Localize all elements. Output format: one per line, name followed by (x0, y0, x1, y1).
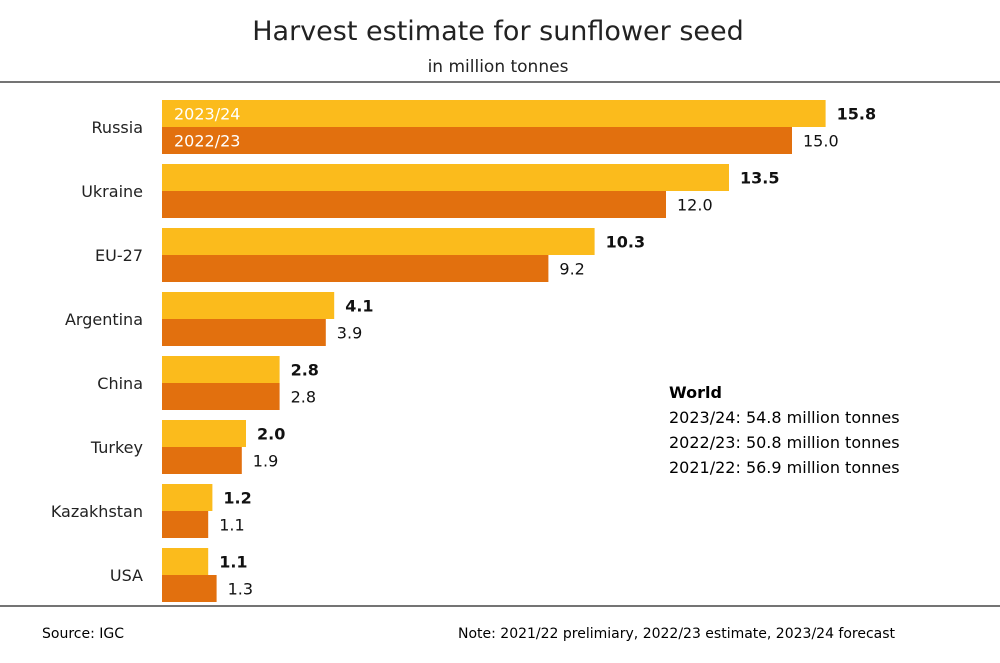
data-label: 1.2 (223, 489, 251, 508)
data-label: 15.0 (803, 132, 839, 151)
data-label: 4.1 (345, 297, 373, 316)
bar-2022-23 (162, 127, 792, 154)
data-label: 1.1 (219, 553, 247, 572)
legend-label: 2022/23 (174, 132, 240, 151)
chart-subtitle: in million tonnes (428, 57, 569, 77)
data-label: 10.3 (606, 233, 645, 252)
category-label: Kazakhstan (51, 502, 143, 521)
category-label: China (97, 374, 143, 393)
data-label: 13.5 (740, 169, 779, 188)
category-label: EU-27 (95, 246, 143, 265)
bar-2023-24 (162, 484, 213, 511)
world-heading: World (669, 383, 722, 402)
bar-2023-24 (162, 420, 246, 447)
bar-2023-24 (162, 228, 595, 255)
world-line: 2023/24: 54.8 million tonnes (669, 408, 900, 427)
category-label: Ukraine (81, 182, 143, 201)
category-label: Turkey (90, 438, 143, 457)
source-text: Source: IGC (42, 626, 124, 642)
bar-2023-24 (162, 164, 729, 191)
bar-2023-24 (162, 292, 335, 319)
data-label: 2.8 (291, 388, 316, 407)
bar-2022-23 (162, 255, 549, 282)
category-label: Argentina (65, 310, 143, 329)
note-text: Note: 2021/22 prelimiary, 2022/23 estima… (458, 626, 896, 642)
bar-2023-24 (162, 100, 826, 127)
legend-label: 2023/24 (174, 105, 240, 124)
data-label: 15.8 (837, 105, 876, 124)
bar-2023-24 (162, 548, 209, 575)
data-label: 1.1 (219, 516, 244, 535)
data-label: 3.9 (337, 324, 362, 343)
bar-2022-23 (162, 383, 280, 410)
bar-2022-23 (162, 191, 666, 218)
data-label: 2.8 (291, 361, 319, 380)
bar-2022-23 (162, 447, 242, 474)
data-label: 1.9 (253, 452, 278, 471)
bar-2023-24 (162, 356, 280, 383)
data-label: 1.3 (228, 580, 253, 599)
world-line: 2022/23: 50.8 million tonnes (669, 433, 900, 452)
category-label: Russia (92, 118, 143, 137)
data-label: 12.0 (677, 196, 713, 215)
bar-2022-23 (162, 511, 209, 538)
bar-2022-23 (162, 575, 217, 602)
world-line: 2021/22: 56.9 million tonnes (669, 458, 900, 477)
category-label: USA (110, 566, 143, 585)
chart-title: Harvest estimate for sunflower seed (252, 16, 744, 47)
bar-2022-23 (162, 319, 326, 346)
data-label: 2.0 (257, 425, 285, 444)
data-label: 9.2 (559, 260, 584, 279)
